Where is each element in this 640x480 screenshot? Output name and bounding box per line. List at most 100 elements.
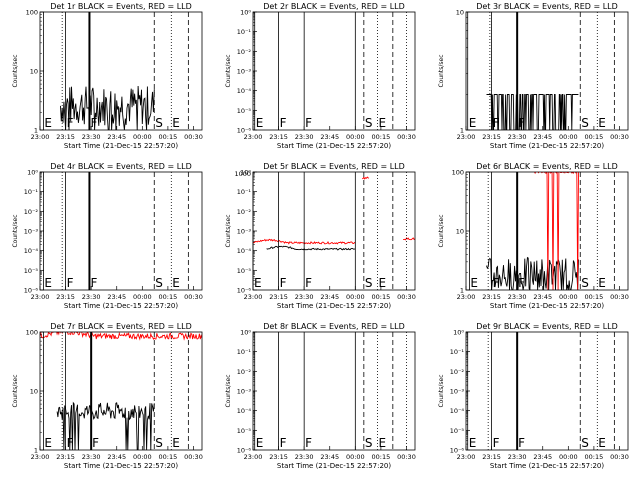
x-tick-label: 23:45 xyxy=(320,293,339,301)
y-tick-label: 10⁻⁶ xyxy=(237,447,252,455)
event-marker-label: F xyxy=(518,116,525,130)
x-tick-label: 00:00 xyxy=(133,133,152,141)
event-marker-label: E xyxy=(598,116,606,130)
y-tick-label: 1 xyxy=(34,127,38,135)
x-axis-label: Start Time (21-Dec-15 22:57:20) xyxy=(490,302,604,310)
event-marker-label: S xyxy=(365,436,373,450)
detector-panel-1: Det 1r BLACK = Events, RED = LLD Counts/s… xyxy=(12,2,203,150)
x-tick-label: 00:00 xyxy=(133,453,152,461)
event-marker-label: S xyxy=(155,276,163,290)
detector-panel-8: Det 8r BLACK = Events, RED = LLD Counts/s… xyxy=(225,322,416,470)
detector-panel-5: Det 5r BLACK = Events, RED = LLD Counts/s… xyxy=(225,162,416,310)
y-tick-label: 10⁰ xyxy=(240,329,251,337)
x-tick-label: 23:30 xyxy=(295,133,314,141)
detector-panel-3: Det 3r BLACK = Events, RED = LLD Counts/s… xyxy=(438,2,629,150)
y-tick-label: 10⁻⁶ xyxy=(450,447,465,455)
y-tick-label: 10⁻³ xyxy=(24,228,39,236)
y-tick-label: 10⁰ xyxy=(240,169,251,177)
x-axis-label: Start Time (21-Dec-15 22:57:20) xyxy=(277,302,391,310)
x-tick-label: 23:15 xyxy=(482,453,501,461)
event-marker-label: E xyxy=(44,436,52,450)
y-tick-label: 10⁻⁴ xyxy=(237,247,252,255)
x-tick-label: 23:45 xyxy=(533,293,552,301)
event-marker-label: E xyxy=(598,436,606,450)
y-axis-label: Counts/sec xyxy=(438,374,445,407)
event-marker-label: F xyxy=(92,436,99,450)
x-tick-label: 23:30 xyxy=(508,133,527,141)
x-tick-label: 00:15 xyxy=(585,293,604,301)
x-tick-label: 00:30 xyxy=(610,453,629,461)
panel-title: Det 8r BLACK = Events, RED = LLD xyxy=(263,322,405,331)
event-marker-label: S xyxy=(581,436,589,450)
event-marker-label: E xyxy=(254,276,262,290)
event-marker-label: E xyxy=(469,116,477,130)
x-tick-label: 23:00 xyxy=(457,293,476,301)
y-tick-label: 10⁰ xyxy=(453,329,464,337)
y-tick-label: 10⁻³ xyxy=(237,388,252,396)
x-tick-label: 23:15 xyxy=(482,133,501,141)
plot-frame xyxy=(252,11,416,131)
x-tick-label: 23:00 xyxy=(31,133,50,141)
x-tick-label: 00:00 xyxy=(559,453,578,461)
detector-panel-4: Det 4r BLACK = Events, RED = LLD Counts/s… xyxy=(12,162,203,310)
event-marker-label: F xyxy=(90,276,97,290)
y-tick-label: 10⁻³ xyxy=(237,68,252,76)
x-tick-label: 23:00 xyxy=(31,453,50,461)
x-tick-label: 00:15 xyxy=(159,133,178,141)
event-marker-label: S xyxy=(155,436,163,450)
x-axis-label: Start Time (21-Dec-15 22:57:20) xyxy=(277,462,391,470)
detector-panel-7: Det 7r BLACK = Events, RED = LLD Counts/s… xyxy=(12,322,203,470)
x-tick-label: 00:30 xyxy=(610,293,629,301)
event-marker-label: F xyxy=(67,436,74,450)
data-series xyxy=(40,332,202,341)
event-marker-label: F xyxy=(493,276,500,290)
x-tick-label: 00:15 xyxy=(372,133,391,141)
y-tick-label: 1000 xyxy=(234,170,251,178)
x-axis-label: Start Time (21-Dec-15 22:57:20) xyxy=(490,462,604,470)
y-tick-label: 10⁻² xyxy=(237,208,252,216)
x-tick-label: 23:45 xyxy=(320,453,339,461)
y-tick-label: 10⁻² xyxy=(237,48,252,56)
x-tick-label: 00:00 xyxy=(346,293,365,301)
event-marker-label: F xyxy=(518,436,525,450)
plot-frame xyxy=(465,11,629,131)
event-marker-label: F xyxy=(305,116,312,130)
event-marker-label: E xyxy=(469,436,477,450)
event-marker-label: F xyxy=(90,116,97,130)
event-marker-label: E xyxy=(378,436,386,450)
x-tick-label: 00:00 xyxy=(346,133,365,141)
data-series xyxy=(486,256,579,290)
x-tick-label: 23:30 xyxy=(295,293,314,301)
x-tick-label: 23:15 xyxy=(269,133,288,141)
x-tick-label: 23:15 xyxy=(269,293,288,301)
data-series xyxy=(266,245,356,251)
x-tick-label: 23:15 xyxy=(56,133,75,141)
y-tick-label: 10 xyxy=(456,228,464,236)
y-tick-label: 10⁻⁵ xyxy=(450,427,465,435)
data-series xyxy=(60,85,155,130)
x-tick-label: 23:15 xyxy=(269,453,288,461)
data-series xyxy=(56,401,155,450)
panel-title: Det 2r BLACK = Events, RED = LLD xyxy=(263,2,405,11)
y-axis-label: Counts/sec xyxy=(12,374,19,407)
x-tick-label: 23:45 xyxy=(320,133,339,141)
x-tick-label: 00:30 xyxy=(184,453,203,461)
event-marker-label: F xyxy=(518,276,525,290)
x-tick-label: 23:30 xyxy=(82,293,101,301)
panel-title: Det 7r BLACK = Events, RED = LLD xyxy=(50,322,192,331)
y-tick-label: 10⁻⁴ xyxy=(24,247,39,255)
y-tick-label: 10⁻⁶ xyxy=(237,287,252,295)
x-tick-label: 23:15 xyxy=(56,293,75,301)
event-marker-label: F xyxy=(67,276,74,290)
y-tick-label: 1 xyxy=(460,287,464,295)
x-tick-label: 23:15 xyxy=(482,293,501,301)
x-tick-label: 23:45 xyxy=(533,453,552,461)
x-axis-label: Start Time (21-Dec-15 22:57:20) xyxy=(64,142,178,150)
event-marker-label: E xyxy=(256,436,264,450)
y-tick-label: 1 xyxy=(34,447,38,455)
x-tick-label: 23:30 xyxy=(82,133,101,141)
event-marker-label: E xyxy=(378,276,386,290)
x-tick-label: 23:00 xyxy=(31,293,50,301)
x-axis-label: Start Time (21-Dec-15 22:57:20) xyxy=(64,462,178,470)
